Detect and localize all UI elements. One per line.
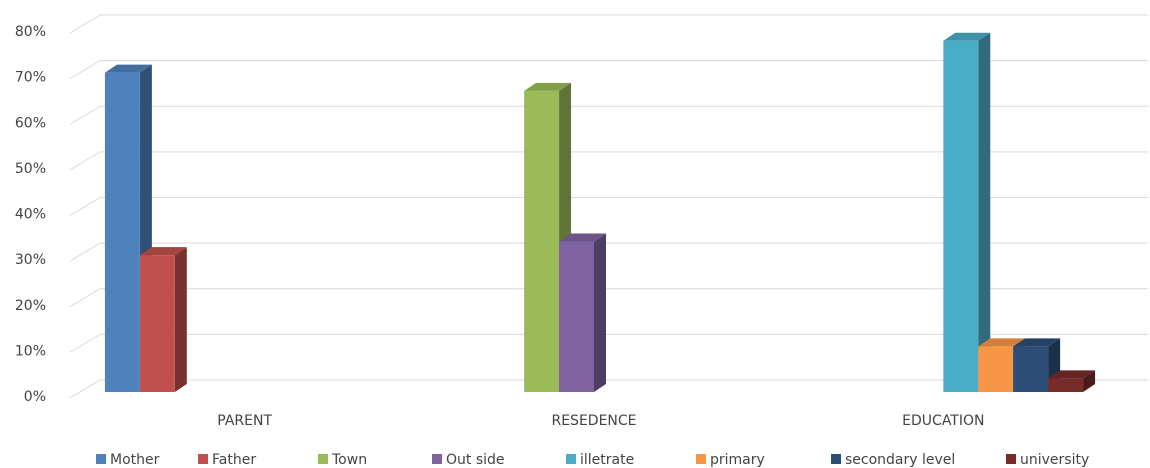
bar-side: [594, 233, 606, 392]
legend-marker: [1006, 454, 1016, 464]
legend-marker: [318, 454, 328, 464]
bar-side: [978, 32, 991, 392]
bar-top: [1048, 370, 1096, 379]
legend-marker: [198, 454, 208, 464]
bar: [104, 72, 140, 392]
grid-line: [69, 379, 101, 399]
legend-marker: [566, 454, 576, 464]
y-tick-label: 30%: [15, 252, 46, 268]
y-tick-label: 50%: [15, 161, 46, 177]
grid-line: [69, 242, 101, 262]
y-tick-label: 20%: [15, 298, 46, 314]
y-tick-label: 10%: [15, 343, 46, 359]
bar-top: [104, 64, 152, 73]
grid-line: [69, 60, 101, 80]
bar-side: [174, 247, 187, 392]
y-tick-label: 70%: [15, 70, 46, 86]
legend-label: Mother: [110, 452, 160, 468]
legend-label: Father: [212, 452, 256, 468]
y-tick-label: 0%: [24, 389, 46, 405]
bar-top: [139, 247, 187, 256]
bar: [1013, 346, 1049, 392]
y-tick-label: 80%: [15, 24, 46, 40]
legend-label: Town: [331, 452, 367, 468]
bar: [1048, 378, 1084, 392]
x-tick-label: EDUCATION: [902, 413, 984, 429]
legend-label: university: [1020, 452, 1089, 468]
legend-label: Out side: [446, 452, 505, 468]
bar-top: [978, 338, 1026, 347]
grid-line: [69, 14, 101, 34]
bar: [943, 40, 979, 392]
legend-marker: [831, 454, 841, 464]
y-tick-label: 40%: [15, 207, 46, 223]
legend-marker: [96, 454, 106, 464]
bar-top: [524, 82, 572, 91]
grid-line: [69, 197, 101, 216]
y-tick-label: 60%: [15, 115, 46, 131]
grid-line: [69, 333, 101, 353]
x-tick-label: PARENT: [217, 413, 272, 429]
legend-label: illetrate: [580, 452, 634, 468]
grid-line: [69, 288, 101, 308]
bar: [559, 241, 594, 392]
bar-top: [559, 233, 606, 242]
bar-top: [943, 32, 991, 41]
bar-side: [1083, 370, 1096, 392]
grid-line: [69, 151, 101, 171]
legend-marker: [696, 454, 706, 464]
bar: [978, 346, 1014, 392]
grid-line: [69, 105, 101, 125]
x-tick-label: RESEDENCE: [551, 413, 636, 429]
legend-marker: [432, 454, 442, 464]
legend-label: secondary level: [845, 452, 955, 468]
bar-top: [1013, 338, 1061, 347]
legend-label: primary: [710, 452, 765, 468]
bar: [139, 255, 175, 392]
bar: [524, 90, 560, 392]
